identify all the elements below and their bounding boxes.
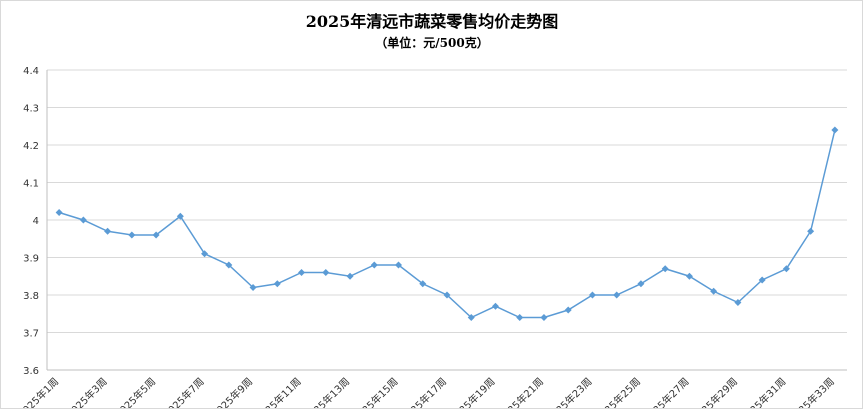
- data-point-marker: [491, 302, 499, 310]
- data-point-marker: [685, 272, 693, 280]
- x-tick-label: 2025年1周: [15, 375, 61, 408]
- x-tick-label: 2025年21周: [496, 375, 546, 408]
- data-point-marker: [176, 212, 184, 220]
- data-point-marker: [540, 314, 548, 321]
- data-point-marker: [710, 287, 718, 295]
- data-point-marker: [298, 269, 306, 276]
- data-point-marker: [201, 250, 209, 258]
- x-tick-label: 2025年17周: [399, 375, 449, 408]
- y-tick-label: 3.7: [23, 329, 39, 340]
- x-tick-label: 2025年33周: [787, 375, 837, 408]
- y-tick-label: 4: [33, 216, 39, 227]
- y-tick-label: 4.1: [23, 179, 39, 190]
- data-point-marker: [807, 227, 815, 235]
- data-point-marker: [322, 269, 330, 276]
- data-point-marker: [104, 227, 112, 235]
- data-point-marker: [782, 265, 790, 273]
- y-tick-label: 4.2: [23, 141, 39, 152]
- data-point-marker: [370, 261, 378, 269]
- data-point-marker: [443, 291, 451, 299]
- x-tick-label: 2025年29周: [690, 375, 740, 408]
- series-line: [58, 129, 836, 319]
- x-tick-label: 2025年23周: [544, 375, 594, 408]
- chart-title: 2025年清远市蔬菜零售均价走势图: [306, 12, 559, 31]
- x-tick-label: 2025年19周: [447, 375, 497, 408]
- data-point-marker: [55, 209, 63, 216]
- x-tick-label: 2025年7周: [161, 375, 207, 408]
- y-axis-ticks: 3.6 3.7 3.8 3.9 4 4.1 4.2 4.3 4.4: [23, 66, 39, 377]
- x-tick-label: 2025年27周: [641, 375, 691, 408]
- chart-subtitle: （单位：元/500克）: [375, 35, 488, 50]
- y-tick-label: 4.3: [23, 104, 39, 115]
- x-axis-ticks: 2025年1周 2025年3周 2025年5周 2025年7周 2025年9周 2025年…: [15, 375, 837, 408]
- data-point-marker: [734, 299, 742, 306]
- x-tick-label: 2025年5周: [112, 375, 158, 408]
- data-point-marker: [613, 291, 621, 299]
- data-point-marker: [467, 314, 475, 321]
- x-tick-label: 2025年3周: [64, 375, 110, 408]
- x-tick-label: 2025年9周: [209, 375, 255, 408]
- y-tick-label: 3.8: [23, 291, 39, 302]
- series-layer: [55, 126, 839, 321]
- data-point-marker: [758, 276, 766, 284]
- y-tick-label: 3.9: [23, 254, 39, 265]
- data-point-marker: [564, 306, 572, 314]
- x-tick-label: 2025年31周: [738, 375, 788, 408]
- data-point-marker: [152, 231, 160, 239]
- data-point-marker: [831, 126, 839, 134]
- x-tick-label: 2025年15周: [350, 375, 400, 408]
- data-point-marker: [225, 261, 233, 269]
- data-point-marker: [661, 265, 669, 273]
- y-tick-label: 3.6: [23, 366, 39, 377]
- grid-layer: [46, 69, 847, 371]
- data-point-marker: [79, 216, 87, 224]
- x-tick-label: 2025年13周: [302, 375, 352, 408]
- data-point-marker: [637, 280, 645, 288]
- data-point-marker: [128, 231, 136, 239]
- data-point-marker: [249, 284, 257, 291]
- data-point-marker: [588, 291, 596, 299]
- data-point-marker: [516, 314, 524, 321]
- data-point-marker: [395, 261, 403, 269]
- x-tick-label: 2025年25周: [593, 375, 643, 408]
- data-point-marker: [419, 280, 427, 288]
- data-point-marker: [346, 272, 354, 280]
- x-tick-label: 2025年11周: [253, 375, 303, 408]
- y-tick-label: 4.4: [23, 66, 39, 77]
- data-point-marker: [273, 280, 281, 288]
